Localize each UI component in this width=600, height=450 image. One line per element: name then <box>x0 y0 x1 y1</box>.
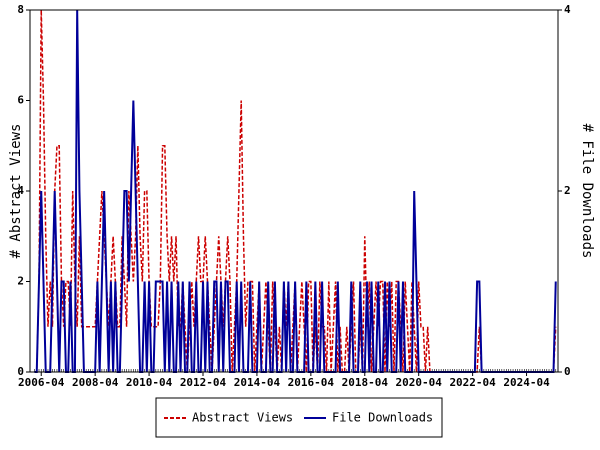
x-tick-label: 2012-04 <box>180 376 227 389</box>
y-tick-label: 6 <box>17 94 24 107</box>
legend-label: Abstract Views <box>192 411 293 425</box>
plot-frame <box>29 9 559 373</box>
x-tick-label: 2008-04 <box>72 376 119 389</box>
y-tick-label: 0 <box>17 365 24 378</box>
x-tick-label: 2006-04 <box>18 376 65 389</box>
y-axis-label: # Abstract Views <box>8 124 24 259</box>
y-tick-label: 4 <box>17 184 24 197</box>
x-tick-label: 2014-04 <box>234 376 281 389</box>
y2-axis-label: # File Downloads <box>579 124 595 259</box>
legend-box <box>155 397 443 438</box>
y2-tick-label: 4 <box>564 3 571 16</box>
x-tick-label: 2018-04 <box>342 376 389 389</box>
x-tick-label: 2016-04 <box>288 376 335 389</box>
y-tick-label: 8 <box>17 3 24 16</box>
x-tick-label: 2024-04 <box>503 376 550 389</box>
y-tick-label: 2 <box>17 275 24 288</box>
y2-tick-label: 2 <box>564 184 571 197</box>
y2-tick-label: 0 <box>564 365 571 378</box>
x-tick-label: 2010-04 <box>126 376 173 389</box>
legend-label: File Downloads <box>332 411 433 425</box>
x-tick-label: 2022-04 <box>449 376 496 389</box>
x-tick-label: 2020-04 <box>396 376 443 389</box>
